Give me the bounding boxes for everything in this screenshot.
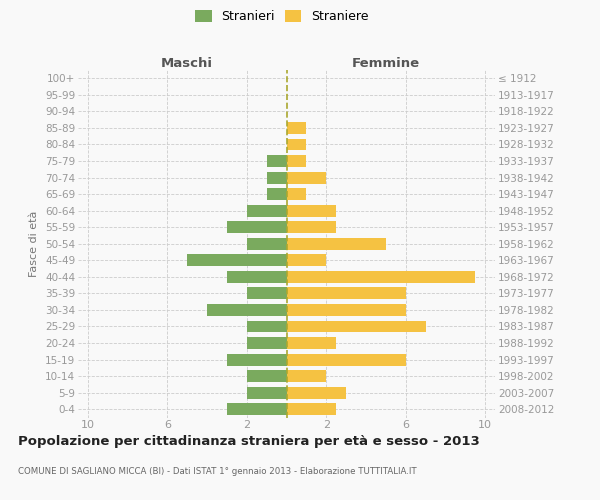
Bar [266, 155, 287, 167]
Bar [287, 304, 406, 316]
Bar [287, 320, 425, 332]
Bar [266, 188, 287, 200]
Bar [266, 172, 287, 183]
Bar [287, 188, 307, 200]
Bar [287, 404, 336, 415]
Bar [287, 271, 475, 283]
Bar [247, 204, 287, 216]
Bar [247, 370, 287, 382]
Bar [247, 386, 287, 398]
Bar [247, 238, 287, 250]
Bar [247, 320, 287, 332]
Bar [287, 354, 406, 366]
Text: COMUNE DI SAGLIANO MICCA (BI) - Dati ISTAT 1° gennaio 2013 - Elaborazione TUTTIT: COMUNE DI SAGLIANO MICCA (BI) - Dati IST… [18, 468, 416, 476]
Bar [247, 288, 287, 300]
Bar [287, 254, 326, 266]
Text: Maschi: Maschi [161, 57, 213, 70]
Bar [227, 271, 287, 283]
Bar [227, 404, 287, 415]
Bar [227, 354, 287, 366]
Legend: Stranieri, Straniere: Stranieri, Straniere [191, 6, 373, 27]
Bar [287, 138, 307, 150]
Text: Popolazione per cittadinanza straniera per età e sesso - 2013: Popolazione per cittadinanza straniera p… [18, 435, 480, 448]
Bar [287, 386, 346, 398]
Text: Femmine: Femmine [352, 57, 420, 70]
Bar [247, 337, 287, 349]
Bar [287, 204, 336, 216]
Bar [207, 304, 287, 316]
Bar [287, 172, 326, 183]
Y-axis label: Fasce di età: Fasce di età [29, 210, 40, 277]
Bar [287, 238, 386, 250]
Bar [287, 288, 406, 300]
Bar [287, 155, 307, 167]
Bar [287, 337, 336, 349]
Bar [187, 254, 287, 266]
Bar [227, 221, 287, 233]
Bar [287, 122, 307, 134]
Bar [287, 221, 336, 233]
Bar [287, 370, 326, 382]
